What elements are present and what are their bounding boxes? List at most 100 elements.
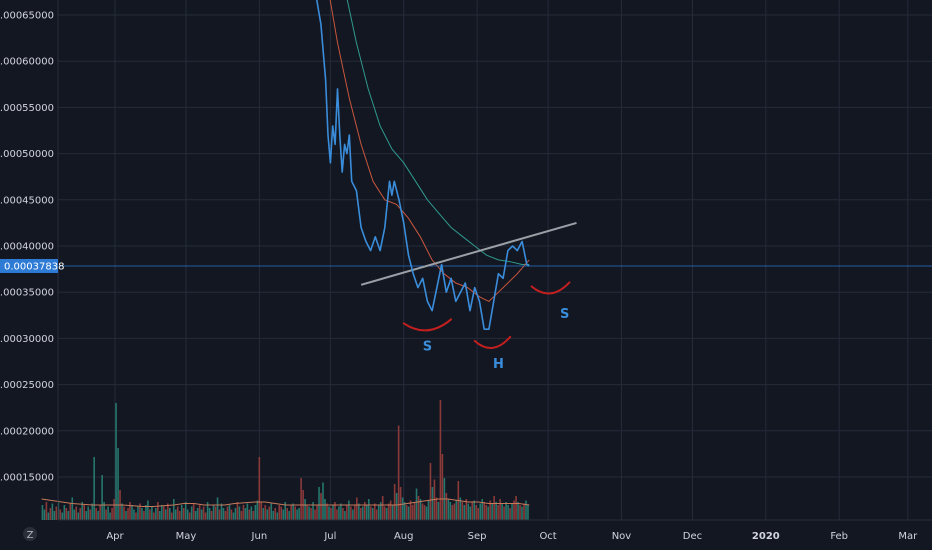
logo-label: Z [27,530,34,541]
volume-bar [360,508,362,520]
volume-bar [264,505,267,520]
volume-bar [354,505,356,520]
y-tick-label: 0.00030000 [0,334,54,345]
y-tick-label: 0.00060000 [0,57,54,68]
volume-bar [314,509,316,520]
volume-bar [389,500,392,520]
current-price-label: 0.00037838 [0,258,64,273]
volume-bar [481,499,483,520]
volume-bar [493,496,495,520]
annotation-label: H [493,357,504,372]
volume-bar [497,505,499,520]
volume-bar [270,503,273,520]
volume-bar [196,508,199,520]
volume-bar [453,503,456,520]
volume-bar [451,505,454,520]
volume-bar [186,509,189,520]
neckline-trendline[interactable] [360,221,577,286]
x-axis-ticks[interactable]: Apr May Jun Jul Aug Sep Oct Nov Dec 2020 Feb Mar [106,531,918,542]
volume-bar [240,511,243,520]
volume-bar [373,503,376,520]
volume-bar [182,508,185,520]
volume-bar [409,500,412,520]
volume-bar [431,487,434,520]
volume-bar [194,511,197,520]
volume-bar [477,508,480,520]
x-tick-label: Feb [830,531,848,542]
volume-bar [81,502,84,520]
volume-bar [367,499,370,520]
volume-bar [521,506,523,520]
volume-bar [45,502,48,520]
volume-bar [362,506,364,520]
volume-bar [49,508,52,520]
volume-bar [99,505,101,520]
volume-bar [93,457,95,520]
volume-bar [115,403,117,520]
volume-bar [503,506,505,520]
volume-bar [105,509,107,520]
volume-bar [423,505,426,520]
volume-bar [306,505,308,520]
volume-bar [310,508,312,520]
volume-bar [338,506,340,520]
volume-bar [53,511,56,520]
volume-bar [483,502,485,520]
volume-bar [435,497,438,520]
slow-moving-average-line [346,0,530,265]
volume-bar [517,502,519,520]
x-tick-label: Jul [323,531,336,542]
volume-bar [465,499,468,520]
volume-bar [340,503,342,520]
volume-bar [51,503,54,520]
volume-bar [61,512,64,520]
volume-bar [166,503,169,520]
volume-bar [161,505,163,520]
volume-bar [461,502,464,520]
volume-bar [85,511,88,520]
volume-bar [216,497,219,520]
volume-bar [87,506,89,520]
volume-bar [278,505,281,520]
volume-bar [469,506,472,520]
volume-bar [192,503,195,520]
logo-button[interactable]: Z [23,527,37,541]
volume-bar [383,506,386,520]
volume-bar [413,502,416,520]
volume-bar [371,508,374,520]
volume-bar [425,506,428,520]
volume-bar [344,511,346,520]
volume-bar [298,508,300,520]
volume-bar [487,506,489,520]
volume-bar [336,509,338,520]
volume-bar [71,497,74,520]
volume-bar [350,506,352,520]
volume-bar [272,511,275,520]
volume-bar [83,505,86,520]
volume-bar [509,508,511,520]
volume-bar [274,508,277,520]
y-tick-label: 0.00050000 [0,149,54,160]
volume-bar [252,511,255,520]
volume-bar [395,493,398,520]
volume-bar [151,506,153,520]
volume-bar [290,505,292,520]
y-axis-ticks[interactable]: 0.00015000 0.00020000 0.00025000 0.00030000… [0,11,54,484]
y-tick-label: 0.00040000 [0,242,54,253]
volume-bar [286,508,288,520]
volume-bar [513,500,515,520]
volume-bar [69,503,72,520]
x-tick-label: Sep [468,531,487,542]
volume-bar [109,512,111,520]
volume-moving-average [41,498,530,507]
x-tick-label: Aug [394,531,414,542]
volume-bar [318,487,320,520]
logo-circle-icon [23,527,37,541]
volume-bar [55,506,58,520]
volume-bar [401,497,404,520]
volume-bar [525,500,527,520]
volume-bar [387,503,390,520]
volume-bar [479,503,482,520]
volume-bar [515,496,517,520]
